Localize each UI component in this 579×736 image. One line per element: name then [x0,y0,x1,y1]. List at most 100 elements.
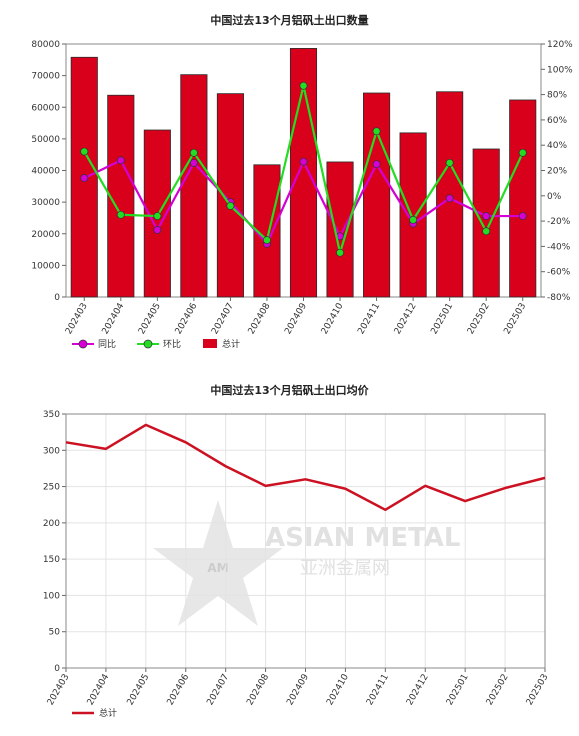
y2-tick-label: 80% [547,91,567,101]
y-tick-label: 50 [49,628,61,638]
x-tick-label: 202501 [429,302,455,337]
chart2-plot-area: 0 50 100 150 200 250 300 350 202403 202404 202405 2… [43,410,551,707]
y2-tick-label: -60% [547,268,571,278]
bar-total [216,93,244,298]
point-yoy [372,160,381,169]
y2-tick-label: -20% [547,217,571,227]
point-mom [482,227,491,236]
y-tick-label: 40000 [31,167,60,177]
y-tick-label: 50000 [31,135,60,145]
point-mom [226,201,235,210]
y-tick-label: 60000 [31,103,60,113]
x-tick-label: 202403 [64,302,90,337]
asian-metal-watermark: AM ASIAN METAL 亚洲金属网 [153,500,461,626]
export-price-chart: AM ASIAN METAL 亚洲金属网 中国过去13个月铝矾土出口均价 0 50… [43,383,551,719]
legend-yoy-label: 同比 [98,338,116,350]
x-tick-label: 202404 [101,301,127,336]
y2-tick-label: -80% [547,293,571,303]
x-tick-label: 202403 [46,673,72,708]
point-yoy [116,156,125,165]
legend-price-label: 总计 [99,707,117,719]
chart2-legend: 总计 [72,707,117,719]
bar-total [509,99,537,298]
point-yoy [482,212,491,220]
y-tick-label: 350 [43,410,60,420]
x-tick-label: 202410 [320,301,346,336]
x-tick-label: 202406 [166,672,192,707]
point-mom [299,81,308,90]
y2-tick-label: 60% [547,116,567,126]
legend-mom-label: 环比 [163,338,181,350]
bar-total [363,92,391,298]
x-tick-label: 202408 [245,672,271,707]
x-tick-label: 202412 [393,302,419,337]
point-mom [336,248,344,257]
chart2-frame [65,413,546,669]
point-mom [372,127,381,136]
x-tick-label: 202503 [525,673,551,708]
y-tick-label: 80000 [31,40,60,50]
bar-total [436,91,464,298]
chart1-legend: 同比 环比 总计 [72,338,240,350]
point-mom [263,236,271,245]
y-tick-label: 20000 [31,230,60,240]
chart1-plot-area: 0 10000 20000 30000 40000 50000 60000 70000 8000… [31,40,573,336]
y2-tick-label: 0% [547,192,562,202]
y-tick-label: 30000 [31,198,60,208]
y2-tick-label: 100% [547,65,573,75]
x-tick-label: 202405 [137,302,163,337]
x-tick-label: 202411 [365,673,391,708]
x-tick-label: 202410 [325,672,351,707]
watermark-star-icon [153,500,283,626]
point-mom [445,158,454,167]
y-tick-label: 0 [54,664,60,674]
y-tick-label: 150 [43,555,60,565]
bar-total [180,74,208,298]
y-tick-label: 100 [43,591,60,601]
legend-mom-marker [143,339,153,349]
x-tick-label: 202503 [502,302,528,337]
y2-tick-label: 120% [547,40,573,50]
point-yoy [518,212,527,220]
y2-tick-label: -40% [547,242,571,252]
point-yoy [153,226,162,234]
point-yoy [299,157,308,166]
point-yoy [445,194,454,203]
bar-total [399,132,427,298]
watermark-brand: ASIAN METAL [265,523,461,553]
y-tick-label: 0 [54,293,60,303]
x-tick-label: 202407 [205,673,231,708]
y-tick-label: 70000 [31,72,60,82]
point-mom [518,148,527,157]
legend-total-swatch [203,339,217,348]
x-tick-label: 202406 [174,301,200,336]
chart1-title: 中国过去13个月铝矾土出口数量 [210,13,368,27]
y-tick-label: 10000 [31,261,60,271]
chart2-title: 中国过去13个月铝矾土出口均价 [210,383,369,397]
legend-total-label: 总计 [222,338,240,350]
point-mom [153,212,162,220]
x-tick-label: 202408 [247,301,273,336]
point-yoy [80,174,89,183]
x-tick-label: 202411 [356,302,382,337]
y2-tick-label: 40% [547,141,567,151]
y-tick-label: 200 [43,519,60,529]
y2-tick-label: 20% [547,167,567,177]
export-quantity-chart: 中国过去13个月铝矾土出口数量 0 10000 20000 30000 40000 500… [31,13,573,350]
series-line-price [65,423,546,512]
x-tick-label: 202502 [466,302,492,337]
point-yoy [189,158,198,167]
x-tick-label: 202405 [126,673,152,708]
x-tick-label: 202404 [86,672,112,707]
point-mom [189,148,198,157]
y-tick-label: 250 [43,483,60,493]
x-tick-label: 202502 [485,673,511,708]
x-tick-label: 202409 [283,301,309,336]
x-tick-label: 202407 [210,302,236,337]
point-mom [409,215,418,224]
legend-yoy-marker [78,339,88,349]
x-tick-label: 202501 [445,673,471,708]
bar-total [326,161,354,298]
watermark-mark: AM [207,561,228,575]
bar-total [472,148,500,298]
